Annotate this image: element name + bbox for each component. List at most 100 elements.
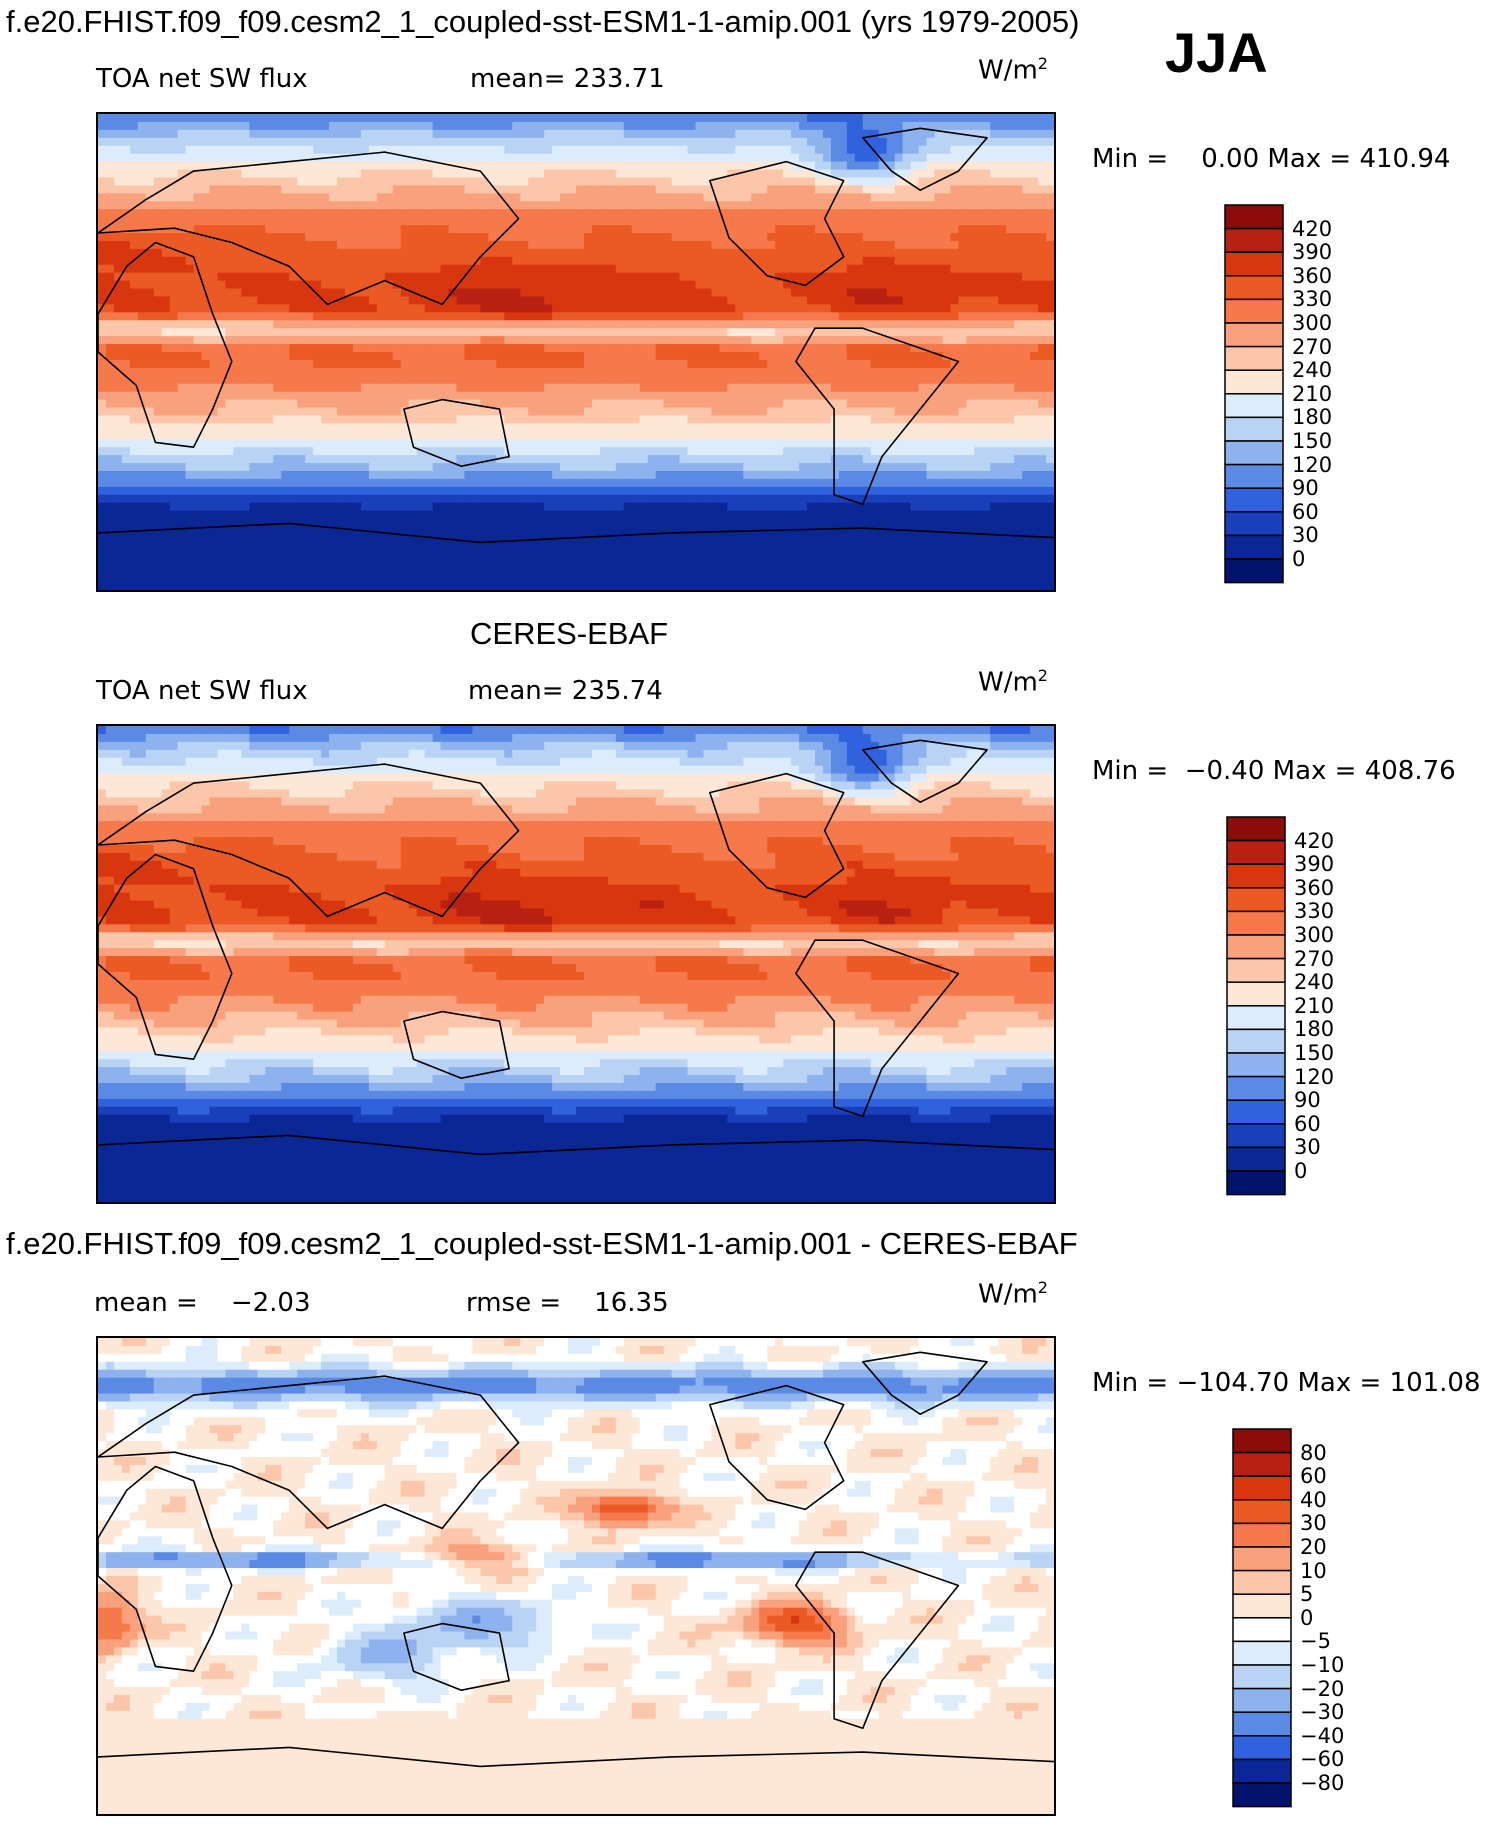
map-cell xyxy=(862,399,872,409)
map-cell xyxy=(615,145,625,155)
map-cell xyxy=(663,391,673,401)
map-cell xyxy=(488,336,497,345)
map-cell xyxy=(838,375,848,385)
map-cell xyxy=(1014,201,1023,210)
map-cell xyxy=(822,217,832,226)
map-cell xyxy=(615,288,625,298)
map-cell xyxy=(121,240,131,250)
map-cell xyxy=(591,169,601,179)
map-cell xyxy=(926,359,936,369)
map-cell xyxy=(568,328,577,337)
map-cell xyxy=(799,431,808,440)
map-cell xyxy=(201,264,211,274)
map-cell xyxy=(751,383,760,393)
map-cell xyxy=(998,423,1007,432)
map-cell xyxy=(830,344,840,353)
map-cell xyxy=(926,209,936,218)
map-cell xyxy=(623,185,633,194)
map-cell xyxy=(98,272,107,282)
map-cell xyxy=(671,193,681,202)
map-cell xyxy=(822,137,832,147)
map-cell xyxy=(169,280,179,290)
map-cell xyxy=(249,137,258,147)
map-cell xyxy=(822,256,832,266)
map-cell xyxy=(926,272,936,282)
map-cell xyxy=(974,129,983,139)
map-cell xyxy=(950,391,959,401)
map-cell xyxy=(894,320,904,329)
map-cell xyxy=(289,161,298,171)
map-cell xyxy=(496,280,505,290)
map-cell xyxy=(225,233,235,242)
map-cell xyxy=(392,304,402,313)
map-cell xyxy=(161,153,171,163)
map-cell xyxy=(472,288,481,298)
map-cell xyxy=(360,240,370,250)
map-cell xyxy=(137,169,147,179)
map-cell xyxy=(894,344,904,353)
map-cell xyxy=(1006,137,1015,147)
map-cell xyxy=(520,209,529,218)
map-cell xyxy=(241,225,250,234)
map-cell xyxy=(488,248,497,258)
map-cell xyxy=(1022,217,1031,226)
map-cell xyxy=(201,423,211,432)
map-cell xyxy=(631,201,641,210)
map-cell xyxy=(783,153,792,163)
map-cell xyxy=(560,225,569,234)
map-cell xyxy=(583,153,593,163)
map-cell xyxy=(281,193,290,202)
map-cell xyxy=(966,367,975,377)
map-cell xyxy=(273,233,282,242)
map-cell xyxy=(838,225,848,234)
map-cell xyxy=(735,312,744,321)
map-cell xyxy=(735,233,744,242)
map-cell xyxy=(918,201,928,210)
map-cell xyxy=(886,233,896,242)
map-cell xyxy=(568,169,577,179)
map-cell xyxy=(504,375,513,385)
map-cell xyxy=(528,280,537,290)
map-cell xyxy=(201,367,211,377)
map-cell xyxy=(536,423,545,432)
map-cell xyxy=(432,121,442,131)
map-cell xyxy=(408,359,418,369)
map-cell xyxy=(472,121,481,131)
map-cell xyxy=(838,217,848,226)
map-cell xyxy=(775,367,784,377)
map-cell xyxy=(376,153,386,163)
map-cell xyxy=(472,233,481,242)
map-cell xyxy=(153,431,163,440)
map-cell xyxy=(360,153,370,163)
map-cell xyxy=(488,391,497,401)
map-cell xyxy=(225,169,235,179)
map-cell xyxy=(655,137,665,147)
map-cell xyxy=(894,288,904,298)
map-cell xyxy=(1038,336,1047,345)
map-cell xyxy=(329,415,338,424)
map-cell xyxy=(145,296,155,305)
map-cell xyxy=(225,121,235,131)
map-cell xyxy=(735,121,744,131)
map-cell xyxy=(862,296,872,305)
map-cell xyxy=(153,264,163,274)
map-cell xyxy=(512,193,521,202)
map-cell xyxy=(121,233,131,242)
map-cell xyxy=(934,296,944,305)
map-cell xyxy=(504,383,513,393)
map-cell xyxy=(815,312,824,321)
map-cell xyxy=(440,209,450,218)
map-cell xyxy=(663,248,673,258)
map-cell xyxy=(783,399,792,409)
map-cell xyxy=(400,264,410,274)
map-cell xyxy=(384,391,394,401)
map-cell xyxy=(448,423,458,432)
map-cell xyxy=(966,296,975,305)
map-cell xyxy=(639,248,649,258)
map-cell xyxy=(392,185,402,194)
map-cell xyxy=(671,391,681,401)
map-cell xyxy=(145,145,155,155)
map-cell xyxy=(918,359,928,369)
map-cell xyxy=(783,431,792,440)
map-cell xyxy=(878,256,888,266)
